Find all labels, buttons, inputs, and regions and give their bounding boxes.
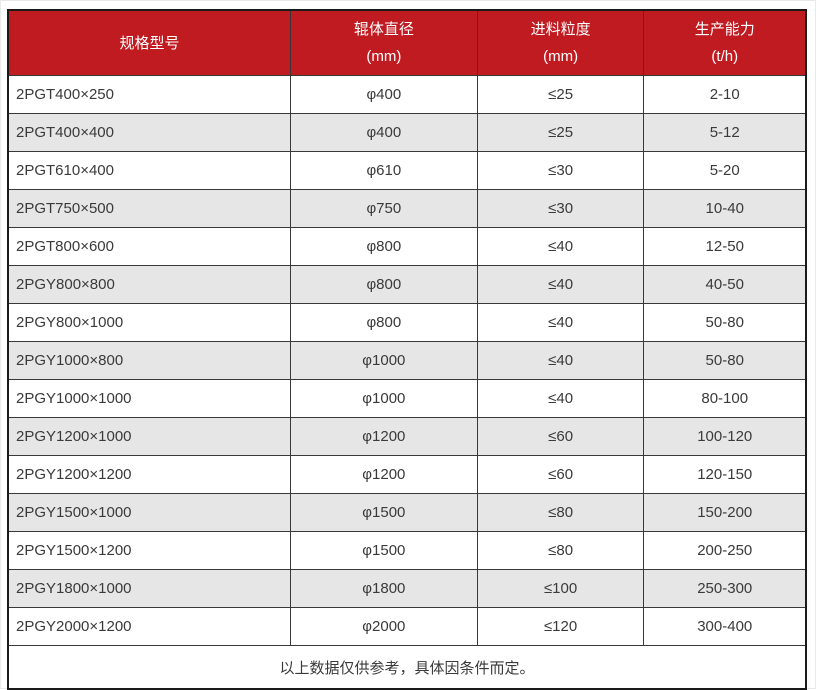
model-cell: 2PGY800×800 — [7, 265, 291, 304]
capacity-cell: 12-50 — [643, 227, 807, 266]
header-capacity: 生产能力 (t/h) — [643, 9, 807, 76]
feed-size-cell: ≤30 — [476, 151, 645, 190]
table-row: 2PGY1200×1000 φ1200 ≤60 100-120 — [7, 417, 807, 456]
model-cell: 2PGT800×600 — [7, 227, 291, 266]
table-row: 2PGT750×500 φ750 ≤30 10-40 — [7, 189, 807, 228]
table-row: 2PGT800×600 φ800 ≤40 12-50 — [7, 227, 807, 266]
footnote: 以上数据仅供参考，具体因条件而定。 — [7, 645, 807, 690]
table-row: 2PGT610×400 φ610 ≤30 5-20 — [7, 151, 807, 190]
diameter-cell: φ1000 — [289, 379, 478, 418]
model-cell: 2PGT610×400 — [7, 151, 291, 190]
table-row: 2PGY2000×1200 φ2000 ≤120 300-400 — [7, 607, 807, 646]
capacity-cell: 200-250 — [643, 531, 807, 570]
table-row: 2PGY1500×1200 φ1500 ≤80 200-250 — [7, 531, 807, 570]
diameter-cell: φ1800 — [289, 569, 478, 608]
diameter-cell: φ800 — [289, 227, 478, 266]
header-feed-size-label: 进料粒度 — [530, 21, 591, 38]
feed-size-cell: ≤120 — [476, 607, 645, 646]
diameter-cell: φ400 — [289, 75, 478, 114]
table-row: 2PGY1000×800 φ1000 ≤40 50-80 — [7, 341, 807, 380]
feed-size-cell: ≤40 — [476, 227, 645, 266]
roller-crusher-spec-table: 规格型号 辊体直径 (mm) 进料粒度 (mm) 生产能力 (t/h) 2PGT… — [7, 9, 807, 690]
diameter-cell: φ1500 — [289, 493, 478, 532]
feed-size-cell: ≤60 — [476, 417, 645, 456]
capacity-cell: 2-10 — [643, 75, 807, 114]
capacity-cell: 5-12 — [643, 113, 807, 152]
table-row: 2PGY1200×1200 φ1200 ≤60 120-150 — [7, 455, 807, 494]
capacity-cell: 5-20 — [643, 151, 807, 190]
feed-size-cell: ≤60 — [476, 455, 645, 494]
model-cell: 2PGY1200×1000 — [7, 417, 291, 456]
model-cell: 2PGY1500×1000 — [7, 493, 291, 532]
model-cell: 2PGY1000×800 — [7, 341, 291, 380]
feed-size-cell: ≤30 — [476, 189, 645, 228]
capacity-cell: 50-80 — [643, 303, 807, 342]
feed-size-cell: ≤80 — [476, 531, 645, 570]
model-cell: 2PGT750×500 — [7, 189, 291, 228]
header-row: 规格型号 辊体直径 (mm) 进料粒度 (mm) 生产能力 (t/h) — [7, 9, 807, 76]
model-cell: 2PGY1800×1000 — [7, 569, 291, 608]
table-row: 2PGY800×800 φ800 ≤40 40-50 — [7, 265, 807, 304]
table-row: 2PGY1500×1000 φ1500 ≤80 150-200 — [7, 493, 807, 532]
feed-size-cell: ≤40 — [476, 379, 645, 418]
header-roller-diameter-label: 辊体直径 — [353, 21, 414, 38]
model-cell: 2PGY1500×1200 — [7, 531, 291, 570]
header-feed-size-unit: (mm) — [543, 48, 579, 65]
capacity-cell: 10-40 — [643, 189, 807, 228]
capacity-cell: 150-200 — [643, 493, 807, 532]
model-cell: 2PGT400×250 — [7, 75, 291, 114]
diameter-cell: φ400 — [289, 113, 478, 152]
model-cell: 2PGT400×400 — [7, 113, 291, 152]
feed-size-cell: ≤25 — [476, 113, 645, 152]
feed-size-cell: ≤80 — [476, 493, 645, 532]
header-feed-size: 进料粒度 (mm) — [476, 9, 645, 76]
model-cell: 2PGY1200×1200 — [7, 455, 291, 494]
table-body: 2PGT400×250 φ400 ≤25 2-10 2PGT400×400 φ400 ≤25… — [7, 75, 807, 646]
feed-size-cell: ≤40 — [476, 265, 645, 304]
feed-size-cell: ≤40 — [476, 341, 645, 380]
table-row: 2PGY800×1000 φ800 ≤40 50-80 — [7, 303, 807, 342]
diameter-cell: φ610 — [289, 151, 478, 190]
model-cell: 2PGY800×1000 — [7, 303, 291, 342]
header-capacity-unit: (t/h) — [711, 48, 739, 65]
diameter-cell: φ800 — [289, 265, 478, 304]
capacity-cell: 120-150 — [643, 455, 807, 494]
capacity-cell: 40-50 — [643, 265, 807, 304]
table-row: 2PGT400×400 φ400 ≤25 5-12 — [7, 113, 807, 152]
capacity-cell: 250-300 — [643, 569, 807, 608]
capacity-cell: 300-400 — [643, 607, 807, 646]
diameter-cell: φ1000 — [289, 341, 478, 380]
diameter-cell: φ750 — [289, 189, 478, 228]
diameter-cell: φ1200 — [289, 455, 478, 494]
feed-size-cell: ≤40 — [476, 303, 645, 342]
diameter-cell: φ2000 — [289, 607, 478, 646]
header-roller-diameter: 辊体直径 (mm) — [289, 9, 478, 76]
table-row: 2PGT400×250 φ400 ≤25 2-10 — [7, 75, 807, 114]
capacity-cell: 100-120 — [643, 417, 807, 456]
table-row: 2PGY1000×1000 φ1000 ≤40 80-100 — [7, 379, 807, 418]
header-model-label: 规格型号 — [119, 34, 180, 52]
feed-size-cell: ≤100 — [476, 569, 645, 608]
footer-row: 以上数据仅供参考，具体因条件而定。 — [7, 645, 807, 690]
header-roller-diameter-unit: (mm) — [366, 48, 402, 65]
feed-size-cell: ≤25 — [476, 75, 645, 114]
diameter-cell: φ1500 — [289, 531, 478, 570]
header-capacity-label: 生产能力 — [694, 21, 755, 38]
diameter-cell: φ800 — [289, 303, 478, 342]
table-row: 2PGY1800×1000 φ1800 ≤100 250-300 — [7, 569, 807, 608]
header-model: 规格型号 — [7, 9, 291, 76]
diameter-cell: φ1200 — [289, 417, 478, 456]
model-cell: 2PGY2000×1200 — [7, 607, 291, 646]
capacity-cell: 80-100 — [643, 379, 807, 418]
capacity-cell: 50-80 — [643, 341, 807, 380]
model-cell: 2PGY1000×1000 — [7, 379, 291, 418]
